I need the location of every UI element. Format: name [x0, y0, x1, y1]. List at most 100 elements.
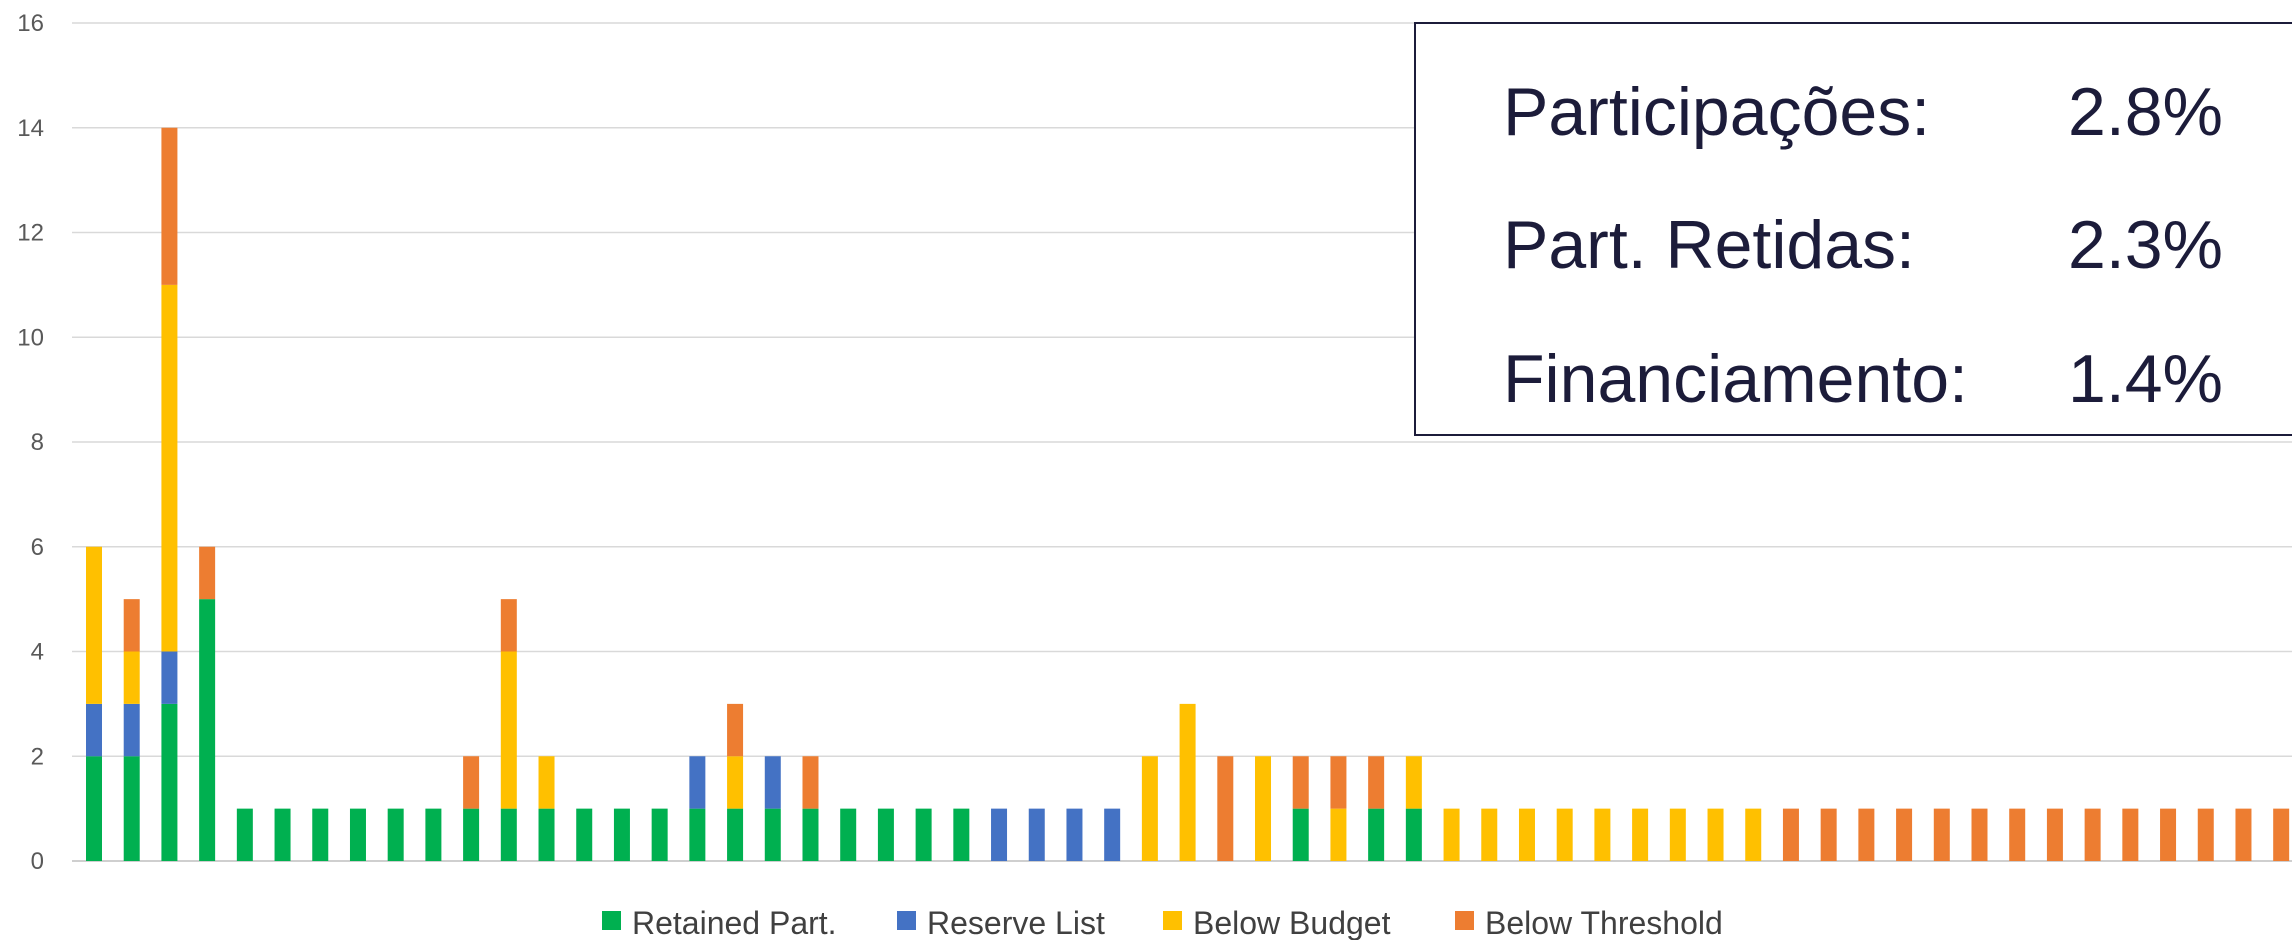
bar-retained-2 [123, 756, 140, 861]
bar-retained-33 [1292, 808, 1309, 862]
bar-below-budget-18 [727, 756, 744, 809]
bar-below-threshold-31 [1217, 756, 1234, 861]
bar-below-threshold-3 [161, 127, 178, 285]
bar-retained-12 [500, 808, 517, 862]
bar-below-threshold-51 [1971, 808, 1988, 862]
bar-retained-4 [199, 599, 216, 862]
bar-retained-23 [915, 808, 932, 862]
legend-label-below-threshold: Below Threshold [1485, 905, 1723, 940]
legend-label-retained: Retained Part. [632, 905, 837, 940]
bar-retained-36 [1405, 808, 1422, 862]
bar-retained-14 [576, 808, 593, 862]
bar-below-threshold-34 [1330, 756, 1347, 809]
info-box-value-part-retidas: 2.3% [2068, 207, 2223, 283]
bar-retained-13 [538, 808, 555, 862]
bar-below-budget-30 [1179, 703, 1196, 862]
bar-below-budget-2 [123, 651, 140, 704]
bar-below-threshold-4 [199, 546, 216, 600]
y-tick-label: 4 [31, 639, 44, 666]
info-box-value-participacoes: 2.8% [2068, 74, 2223, 150]
bar-below-budget-41 [1594, 808, 1611, 862]
bar-retained-17 [689, 808, 706, 862]
bar-retained-11 [463, 808, 480, 862]
bar-reserve-25 [991, 808, 1008, 862]
bar-retained-3 [161, 703, 178, 862]
bar-retained-24 [953, 808, 970, 862]
bar-below-threshold-55 [2122, 808, 2139, 862]
legend-swatch-reserve [897, 911, 916, 930]
bar-below-budget-36 [1405, 756, 1422, 809]
bar-below-threshold-54 [2084, 808, 2101, 862]
bar-below-budget-12 [500, 651, 517, 809]
bar-retained-35 [1368, 808, 1385, 862]
bar-retained-21 [840, 808, 857, 862]
bar-below-budget-34 [1330, 808, 1347, 862]
bar-retained-5 [236, 808, 253, 862]
bar-retained-19 [764, 808, 781, 862]
y-tick-label: 2 [31, 743, 44, 770]
bar-below-threshold-59 [2273, 808, 2290, 862]
bar-below-threshold-48 [1858, 808, 1875, 862]
bar-retained-18 [727, 808, 744, 862]
bar-reserve-2 [123, 703, 140, 757]
info-box-label-financiamento: Financiamento: [1503, 341, 1968, 417]
bar-retained-7 [312, 808, 329, 862]
bar-reserve-17 [689, 756, 706, 809]
info-box-label-participacoes: Participações: [1503, 74, 1930, 150]
bar-reserve-27 [1066, 808, 1083, 862]
bar-retained-20 [802, 808, 819, 862]
bar-below-threshold-18 [727, 703, 744, 757]
bar-below-threshold-56 [2160, 808, 2177, 862]
bar-retained-22 [877, 808, 894, 862]
bar-below-threshold-49 [1896, 808, 1913, 862]
bar-below-budget-29 [1141, 756, 1158, 861]
bar-below-threshold-35 [1368, 756, 1385, 809]
legend-label-below-budget: Below Budget [1193, 905, 1391, 940]
bar-below-threshold-52 [2009, 808, 2026, 862]
y-axis-tick-labels: 0 2 4 6 8 10 12 14 16 [17, 10, 44, 875]
bar-below-budget-45 [1745, 808, 1762, 862]
bar-retained-10 [425, 808, 442, 862]
bar-reserve-19 [764, 756, 781, 809]
y-tick-label: 10 [17, 324, 44, 351]
bar-reserve-1 [86, 703, 102, 757]
bar-reserve-28 [1104, 808, 1121, 862]
bar-below-budget-1 [86, 546, 102, 704]
bar-below-budget-13 [538, 756, 555, 809]
info-box: Participações: 2.8% Part. Retidas: 2.3% … [1414, 22, 2292, 436]
bar-below-threshold-20 [802, 756, 819, 809]
bar-below-threshold-58 [2235, 808, 2252, 862]
bar-below-budget-42 [1632, 808, 1649, 862]
bar-below-threshold-50 [1933, 808, 1950, 862]
bar-below-budget-44 [1707, 808, 1724, 862]
bar-below-threshold-12 [500, 599, 517, 652]
info-box-label-part-retidas: Part. Retidas: [1503, 207, 1915, 283]
y-tick-label: 14 [17, 115, 44, 142]
bar-below-threshold-57 [2197, 808, 2214, 862]
bar-below-threshold-11 [463, 756, 480, 809]
bar-below-budget-39 [1518, 808, 1535, 862]
legend-swatch-below-budget [1163, 911, 1182, 930]
bar-reserve-3 [161, 651, 178, 704]
bar-below-budget-37 [1443, 808, 1460, 862]
bar-below-budget-43 [1669, 808, 1686, 862]
y-tick-label: 12 [17, 220, 44, 247]
bars [86, 127, 2290, 862]
bar-retained-9 [387, 808, 404, 862]
bar-below-budget-32 [1255, 756, 1272, 861]
bar-retained-16 [651, 808, 668, 862]
bar-below-threshold-33 [1292, 756, 1309, 809]
bar-below-threshold-53 [2046, 808, 2063, 862]
gridlines [72, 22, 2292, 862]
legend: Retained Part. Reserve List Below Budget… [602, 905, 1723, 940]
bar-below-budget-3 [161, 284, 178, 652]
y-tick-label: 0 [31, 848, 44, 875]
bar-below-threshold-2 [123, 599, 140, 652]
legend-swatch-retained [602, 911, 621, 930]
legend-swatch-below-threshold [1455, 911, 1474, 930]
bar-below-threshold-47 [1820, 808, 1837, 862]
bar-retained-1 [86, 756, 102, 861]
legend-label-reserve: Reserve List [927, 905, 1105, 940]
y-tick-label: 16 [17, 10, 44, 37]
